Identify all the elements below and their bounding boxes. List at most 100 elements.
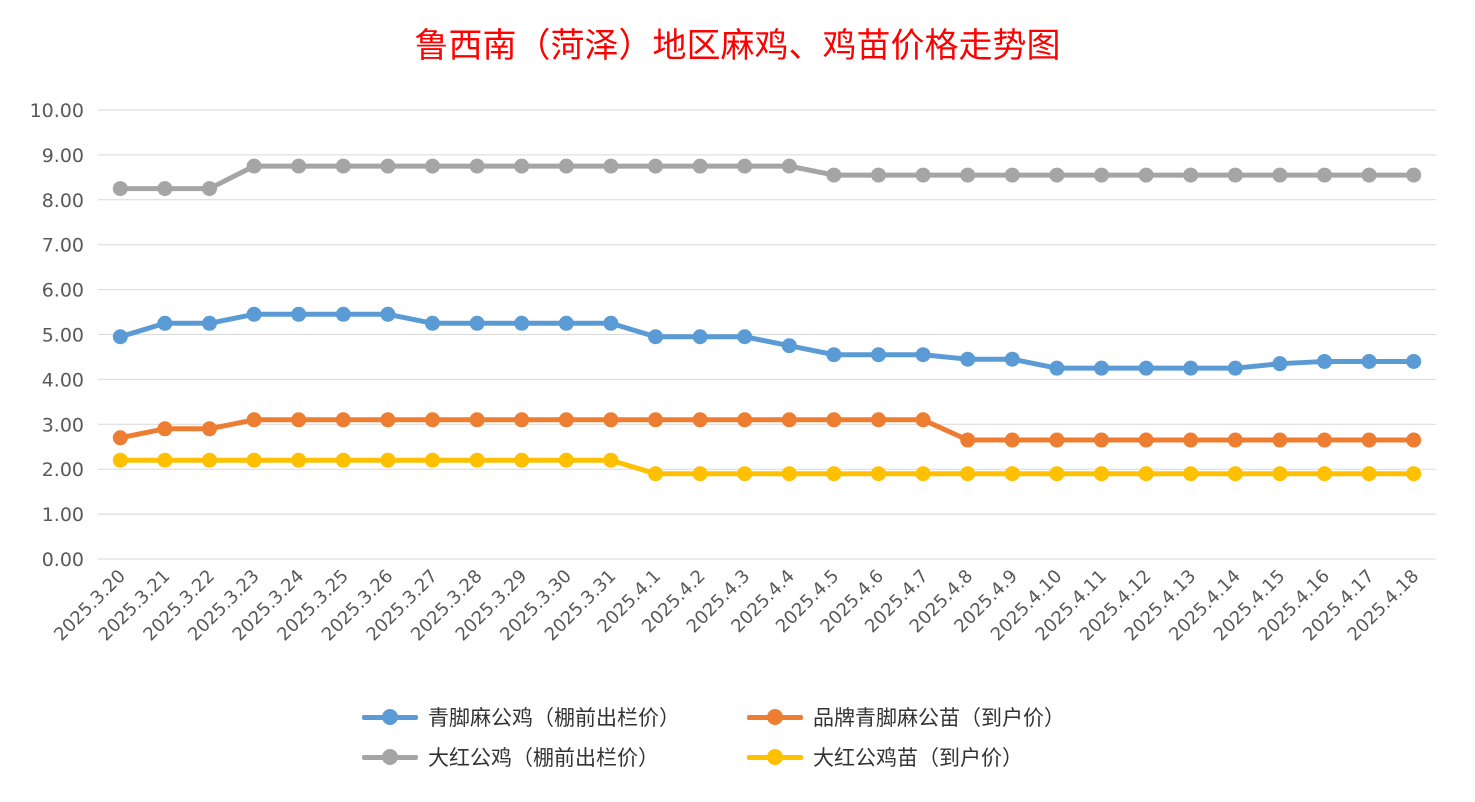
data-point — [915, 167, 931, 183]
data-point — [648, 466, 663, 482]
data-point — [737, 466, 753, 482]
data-point — [246, 452, 262, 468]
y-tick-label: 7.00 — [42, 235, 84, 257]
data-point — [469, 315, 485, 331]
data-point — [112, 430, 128, 446]
data-point — [1094, 167, 1109, 183]
y-tick-label: 3.00 — [42, 414, 84, 436]
data-point — [781, 158, 797, 174]
data-point — [469, 158, 485, 174]
data-point — [380, 158, 396, 174]
data-point — [1406, 466, 1422, 482]
data-point — [246, 158, 262, 174]
legend: 青脚麻公鸡（棚前出栏价） 品牌青脚麻公苗（到户价） 大红公鸡（棚前出栏价） 大红… — [360, 700, 1180, 774]
data-point — [558, 315, 574, 331]
legend-item-series-3[interactable]: 大红公鸡（棚前出栏价） — [360, 740, 745, 774]
data-point — [915, 347, 931, 363]
series-line — [117, 163, 1417, 192]
series-1 — [112, 306, 1422, 376]
data-point — [915, 412, 931, 428]
gridlines — [98, 109, 1436, 560]
data-point — [1183, 360, 1199, 376]
data-point — [915, 466, 931, 482]
data-point — [1272, 432, 1288, 448]
data-point — [157, 452, 173, 468]
legend-item-series-4[interactable]: 大红公鸡苗（到户价） — [745, 740, 1145, 774]
data-point — [826, 412, 842, 428]
legend-item-series-1[interactable]: 青脚麻公鸡（棚前出栏价） — [360, 700, 745, 734]
data-point — [1004, 351, 1020, 367]
y-tick-label: 5.00 — [42, 325, 84, 347]
data-point — [1227, 432, 1243, 448]
series-line — [117, 311, 1417, 371]
series-line — [117, 457, 1417, 477]
data-point — [469, 412, 485, 428]
data-point — [425, 412, 440, 428]
data-point — [648, 329, 663, 345]
data-point — [692, 412, 708, 428]
data-point — [380, 412, 396, 428]
data-point — [871, 412, 886, 428]
data-point — [514, 412, 530, 428]
data-point — [558, 158, 574, 174]
data-point — [737, 158, 753, 174]
data-point — [246, 412, 262, 428]
y-tick-label: 1.00 — [42, 504, 84, 526]
series-2 — [112, 412, 1422, 448]
data-point — [692, 466, 708, 482]
data-point — [1317, 167, 1332, 183]
data-point — [871, 347, 886, 363]
data-point — [1138, 360, 1154, 376]
data-point — [202, 315, 217, 331]
y-tick-label: 4.00 — [42, 369, 84, 391]
data-point — [1004, 466, 1020, 482]
data-point — [1361, 353, 1377, 369]
series-3 — [112, 158, 1422, 197]
data-point — [558, 452, 574, 468]
data-point — [1361, 432, 1377, 448]
data-point — [1227, 167, 1243, 183]
data-point — [871, 167, 886, 183]
data-point — [960, 167, 976, 183]
data-point — [692, 329, 708, 345]
data-point — [1406, 167, 1422, 183]
data-point — [648, 158, 663, 174]
data-point — [603, 158, 619, 174]
data-point — [960, 432, 976, 448]
data-point — [603, 452, 619, 468]
data-point — [1361, 466, 1377, 482]
legend-marker-icon — [745, 747, 805, 767]
data-point — [425, 158, 440, 174]
data-point — [202, 421, 217, 437]
legend-label: 青脚麻公鸡（棚前出栏价） — [428, 706, 680, 730]
data-point — [603, 412, 619, 428]
data-point — [1138, 466, 1154, 482]
data-point — [1094, 466, 1109, 482]
legend-item-series-2[interactable]: 品牌青脚麻公苗（到户价） — [745, 700, 1145, 734]
chart-title: 鲁西南（菏泽）地区麻鸡、鸡苗价格走势图 — [414, 26, 1061, 66]
y-axis-ticks: 0.00 1.00 2.00 3.00 4.00 5.00 6.00 7.00 8.00 9.00… — [30, 100, 84, 571]
data-point — [826, 347, 842, 363]
data-point — [1183, 432, 1199, 448]
data-point — [157, 421, 173, 437]
y-tick-label: 2.00 — [42, 459, 84, 481]
data-point — [648, 412, 663, 428]
data-point — [291, 452, 307, 468]
data-point — [1049, 466, 1065, 482]
data-point — [558, 412, 574, 428]
data-point — [1049, 360, 1065, 376]
data-point — [960, 351, 976, 367]
data-point — [1317, 432, 1332, 448]
data-point — [1317, 466, 1332, 482]
data-point — [1406, 432, 1422, 448]
data-point — [1361, 167, 1377, 183]
y-tick-label: 10.00 — [30, 100, 84, 122]
x-axis-ticks: 2025.3.202025.3.212025.3.222025.3.232025… — [50, 566, 1423, 646]
data-point — [335, 306, 351, 322]
data-point — [1138, 167, 1154, 183]
data-point — [202, 181, 217, 197]
data-point — [425, 452, 440, 468]
y-tick-label: 0.00 — [42, 549, 84, 571]
data-point — [781, 412, 797, 428]
